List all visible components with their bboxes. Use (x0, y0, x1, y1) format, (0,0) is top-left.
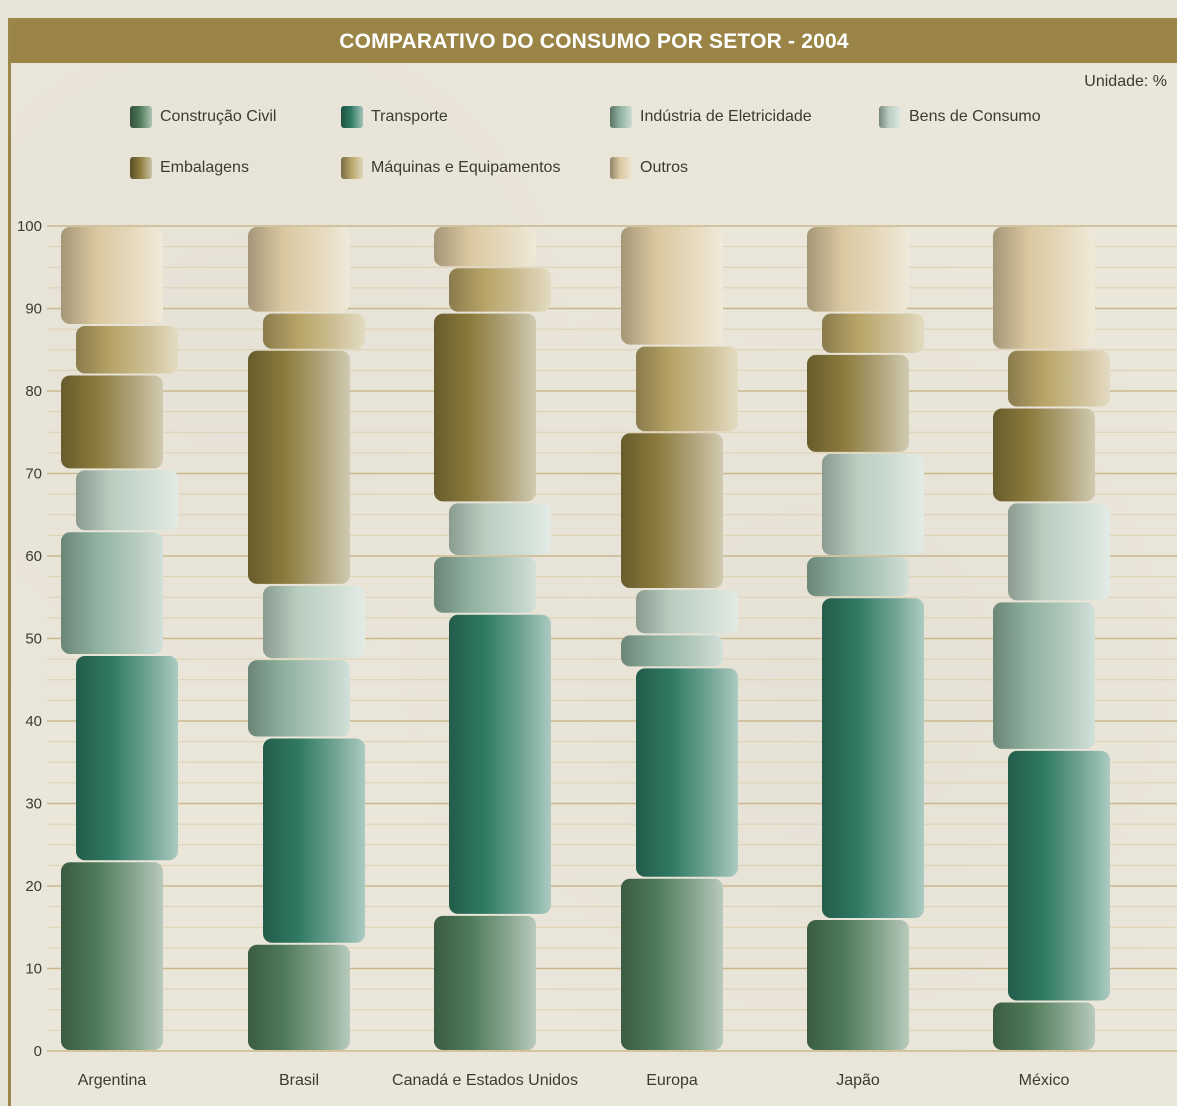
legend-label: Máquinas e Equipamentos (371, 159, 561, 176)
bar-segment-bens-de-consumo (263, 585, 365, 659)
bar-segment-construcao-civil (434, 915, 536, 1050)
bar-segment-bens-de-consumo (449, 503, 551, 555)
bar-segment-bens-de-consumo (1008, 503, 1110, 601)
bar-segment-bens-de-consumo (822, 453, 924, 555)
bar-segment-embalagens (434, 313, 536, 502)
bar-group-argentina (61, 227, 178, 1050)
legend-item-outros: Outros (610, 157, 688, 179)
bar-segment-bens-de-consumo (76, 470, 178, 531)
legend-swatch (341, 106, 363, 128)
bar-segment-maquinas-e-equipamentos (449, 268, 551, 312)
bar-segment-transporte (76, 656, 178, 861)
title-bar: COMPARATIVO DO CONSUMO POR SETOR - 2004 (11, 21, 1177, 63)
bar-group-brasil (248, 227, 365, 1050)
legend-swatch (610, 106, 632, 128)
bar-group-japao (807, 227, 924, 1050)
y-tick-label: 60 (25, 548, 42, 565)
bar-segment-industria-de-eletricidade (61, 532, 163, 654)
bar-segment-transporte (449, 614, 551, 914)
y-tick-label: 70 (25, 466, 42, 483)
legend-swatch (341, 157, 363, 179)
y-tick-label: 20 (25, 878, 42, 895)
bar-segment-maquinas-e-equipamentos (1008, 350, 1110, 407)
bar-segment-outros (807, 227, 909, 312)
y-tick-label: 40 (25, 713, 42, 730)
bar-segment-maquinas-e-equipamentos (76, 326, 178, 374)
bar-segment-maquinas-e-equipamentos (822, 313, 924, 353)
bars (61, 227, 1110, 1050)
y-tick-label: 50 (25, 631, 42, 648)
y-tick-label: 0 (34, 1043, 42, 1060)
y-axis: 0 10 20 30 40 50 60 70 80 90 100 (17, 218, 42, 1060)
bar-segment-outros (434, 227, 536, 267)
bar-segment-embalagens (993, 408, 1095, 502)
y-tick-label: 10 (25, 961, 42, 978)
bar-segment-maquinas-e-equipamentos (263, 313, 365, 349)
bar-segment-construcao-civil (248, 944, 350, 1050)
bar-group-mexico (993, 227, 1110, 1050)
bar-segment-embalagens (621, 433, 723, 588)
x-category-label: Argentina (78, 1072, 147, 1089)
bar-segment-construcao-civil (993, 1002, 1095, 1050)
bar-segment-outros (61, 227, 163, 324)
x-category-label: Europa (646, 1072, 698, 1089)
y-tick-label: 30 (25, 796, 42, 813)
legend-swatch (130, 157, 152, 179)
x-category-label: México (1019, 1072, 1070, 1089)
bar-segment-construcao-civil (621, 878, 723, 1050)
bar-segment-outros (993, 227, 1095, 349)
bar-segment-industria-de-eletricidade (434, 557, 536, 613)
bar-segment-transporte (822, 598, 924, 918)
bar-group-canada-e-estados-unidos (434, 227, 551, 1050)
bar-segment-industria-de-eletricidade (621, 635, 723, 667)
bar-segment-embalagens (807, 354, 909, 452)
x-category-label: Canadá e Estados Unidos (392, 1072, 578, 1089)
legend-item-industria-de-eletricidade: Indústria de Eletricidade (610, 106, 812, 128)
x-category-label: Japão (836, 1072, 880, 1089)
legend-swatch (130, 106, 152, 128)
legend-item-transporte: Transporte (341, 106, 448, 128)
legend-label: Construção Civil (160, 108, 277, 125)
bar-segment-transporte (1008, 750, 1110, 1001)
unit-label: Unidade: % (1084, 73, 1167, 90)
bar-segment-industria-de-eletricidade (807, 557, 909, 597)
legend-item-construcao-civil: Construção Civil (130, 106, 276, 128)
legend-label: Indústria de Eletricidade (640, 108, 812, 125)
bar-segment-outros (621, 227, 723, 345)
x-axis: Argentina Brasil Canadá e Estados Unidos Eu… (78, 1072, 1070, 1089)
legend-item-bens-de-consumo: Bens de Consumo (879, 106, 1041, 128)
legend-label: Transporte (371, 108, 448, 125)
legend-item-embalagens: Embalagens (130, 157, 249, 179)
bar-segment-embalagens (248, 350, 350, 584)
bar-segment-construcao-civil (61, 862, 163, 1050)
x-category-label: Brasil (279, 1072, 319, 1089)
legend-swatch (879, 106, 901, 128)
bar-segment-industria-de-eletricidade (248, 660, 350, 737)
bar-segment-bens-de-consumo (636, 590, 738, 634)
bar-segment-industria-de-eletricidade (993, 602, 1095, 749)
grid (47, 225, 1177, 1052)
chart-frame: COMPARATIVO DO CONSUMO POR SETOR - 2004 … (8, 18, 1177, 1106)
chart-title: COMPARATIVO DO CONSUMO POR SETOR - 2004 (339, 30, 849, 53)
legend-swatch (610, 157, 632, 179)
bar-segment-embalagens (61, 375, 163, 469)
legend-label: Bens de Consumo (909, 108, 1041, 125)
bar-segment-construcao-civil (807, 920, 909, 1050)
bar-segment-transporte (263, 738, 365, 943)
bar-segment-transporte (636, 668, 738, 877)
y-tick-label: 100 (17, 218, 42, 235)
legend-label: Embalagens (160, 159, 249, 176)
bar-segment-outros (248, 227, 350, 312)
y-tick-label: 80 (25, 383, 42, 400)
legend-label: Outros (640, 159, 689, 176)
bar-segment-maquinas-e-equipamentos (636, 346, 738, 432)
legend-item-maquinas-e-equipamentos: Máquinas e Equipamentos (341, 157, 560, 179)
bar-group-europa (621, 227, 738, 1050)
y-tick-label: 90 (25, 301, 42, 318)
